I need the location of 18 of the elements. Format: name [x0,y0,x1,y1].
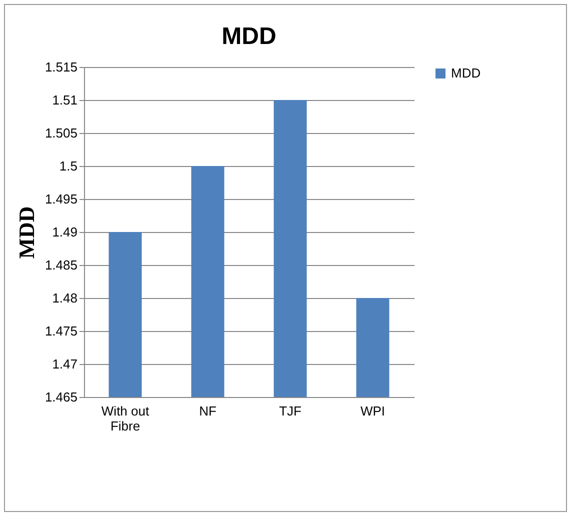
x-tick-label: NF [199,404,216,418]
y-tick-label: 1.47 [52,356,78,372]
x-tick-label: WPI [360,404,386,418]
x-tick-label: TJF [279,404,302,418]
legend-label: MDD [451,66,481,80]
y-tick-label: 1.495 [44,192,78,206]
y-tick-label: 1.48 [52,290,78,306]
y-tick-label: 1.465 [44,390,78,404]
y-tick-label: 1.485 [44,258,78,272]
chart-title: MDD [222,23,276,50]
y-tick-label: 1.51 [52,92,78,108]
x-tick-label: With out Fibre [101,404,150,434]
y-tick-label: 1.475 [44,324,78,338]
y-tick-label: 1.515 [44,60,78,74]
y-tick-label: 1.5 [59,158,78,174]
y-tick-label: 1.505 [44,126,78,140]
y-tick-label: 1.49 [52,224,78,240]
y-axis-title: MDD [14,206,39,259]
